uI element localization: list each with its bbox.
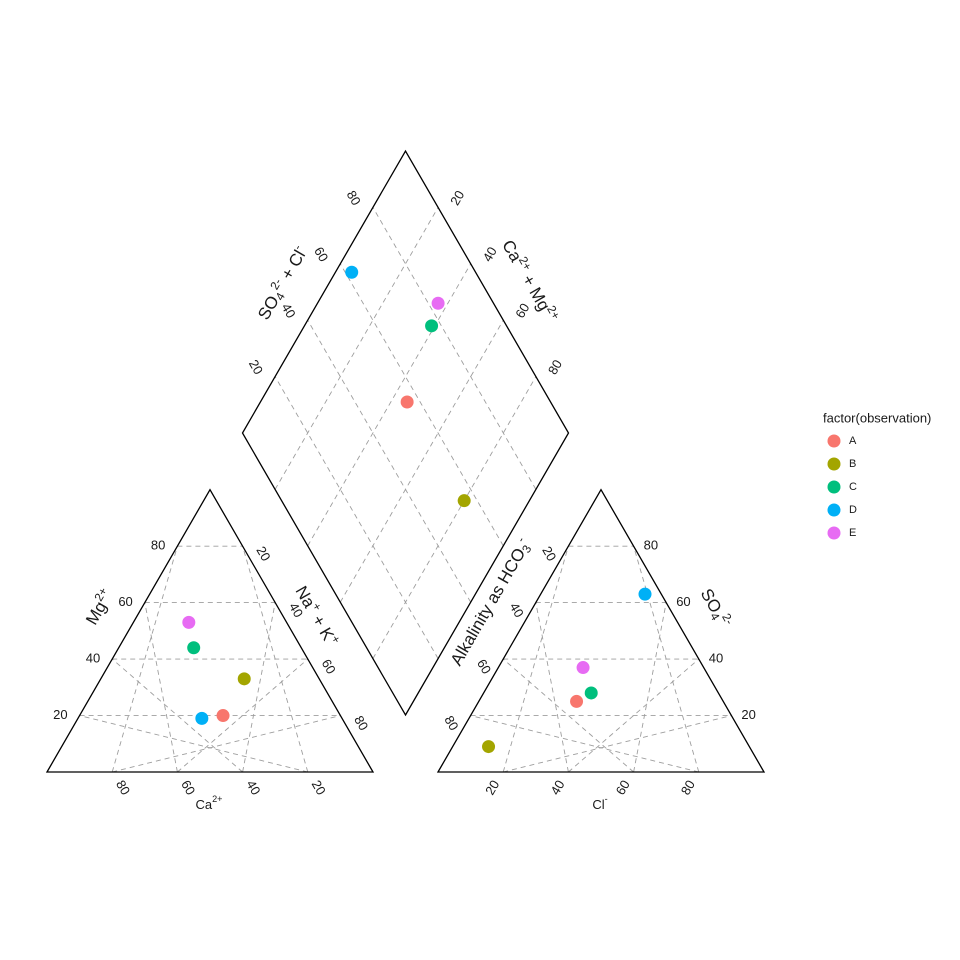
legend-key-b [827,457,841,471]
tick-label: 80 [113,777,133,797]
tick-label: 40 [243,777,263,797]
legend-key-c [827,480,841,494]
grid-line [144,602,178,773]
tick-label: 60 [319,657,339,677]
tick-label: 80 [545,357,565,377]
tick-label: 20 [253,544,273,564]
tick-label: 40 [86,651,100,666]
legend-key-a [827,434,841,448]
tick-label: 60 [613,777,633,797]
grid-lines [79,207,732,773]
grid-line [307,319,472,603]
data-point-e-diamond [431,296,445,310]
tick-label: 60 [676,594,690,609]
cation-triangle-frame [45,488,375,773]
tick-label: 20 [482,777,502,797]
grid-line [274,376,439,659]
tick-label: 80 [678,777,698,797]
tick-label: 20 [741,707,755,722]
tick-label: 40 [709,651,723,666]
grid-line [111,546,178,773]
tick-label: 80 [344,188,364,208]
data-point-c-cation [187,641,201,655]
data-point-c-diamond [425,319,439,333]
tick-labels: 20 40 60 80 20 40 60 80 80 60 40 20 20 40 60 80 80 60 40 20… [53,188,756,798]
tick-label: 60 [178,777,198,797]
grid-line [307,263,472,547]
axis-titles: Mg2+ Na+ + K+Ca2+Alkalinity as HCO3-SO42-… [80,235,737,812]
grid-line [339,263,504,547]
legend-key-d [827,503,841,517]
legend-label-e: E [849,527,856,539]
grid-line [372,376,537,659]
mg-axis-title: Mg2+ [80,585,118,628]
tick-label: 40 [507,600,527,620]
data-point-b-cation [237,672,251,686]
tick-label: 20 [309,777,329,797]
tick-label: 20 [246,357,266,377]
anion-triangle-frame [436,488,766,773]
tick-label: 80 [151,538,165,553]
data-point-e-cation [182,615,196,629]
so4-axis-title: SO42- [695,584,737,632]
grid-line [535,602,569,773]
tick-label: 60 [474,657,494,677]
grid-line [372,207,537,490]
diamond-frame [241,149,570,717]
tick-label: 40 [279,301,299,321]
tick-label: 60 [311,244,331,264]
grid-line [502,546,569,773]
data-point-a-anion [570,694,584,708]
legend-label-d: D [849,504,857,516]
tick-label: 80 [351,713,371,733]
tick-label: 40 [286,600,306,620]
grid-line [470,715,699,773]
data-point-c-anion [584,686,598,700]
legend-label-a: A [849,435,857,447]
grid-line [177,658,309,773]
data-point-a-cation [216,709,230,723]
data-point-b-diamond [457,494,471,508]
tick-label: 80 [644,538,658,553]
data-point-d-diamond [345,265,359,279]
ca-axis-title: Ca2+ [196,794,223,812]
grid-line [242,602,276,773]
grid-line [502,658,634,773]
data-point-d-anion [638,587,652,601]
tick-label: 40 [547,777,567,797]
tick-label: 20 [447,188,467,208]
tick-label: 20 [53,707,67,722]
alkalinity-axis-title: Alkalinity as HCO3- [444,534,536,670]
grid-line [274,207,439,490]
legend-key-e [827,526,841,540]
legend-label-b: B [849,458,856,470]
grid-line [79,715,308,773]
tick-label: 80 [441,713,461,733]
tick-label: 60 [118,594,132,609]
data-point-d-cation [195,711,209,725]
data-point-b-anion [482,740,496,754]
cl-axis-title: Cl- [592,794,607,812]
grid-line [503,715,732,773]
data-points [182,265,652,754]
data-point-e-anion [576,661,590,675]
grid-line [112,715,341,773]
grid-line [633,602,667,773]
tick-label: 60 [512,301,532,321]
tick-label: 40 [480,244,500,264]
legend-title: factor(observation) [823,410,931,425]
data-point-a-diamond [400,395,414,409]
legend-label-c: C [849,481,857,493]
tick-label: 20 [539,544,559,564]
grid-line [339,319,504,603]
plot-frames [45,149,766,773]
grid-line [111,658,243,773]
ca-mg-axis-title: Ca2+ + Mg2+ [498,235,563,326]
grid-line [568,658,700,773]
